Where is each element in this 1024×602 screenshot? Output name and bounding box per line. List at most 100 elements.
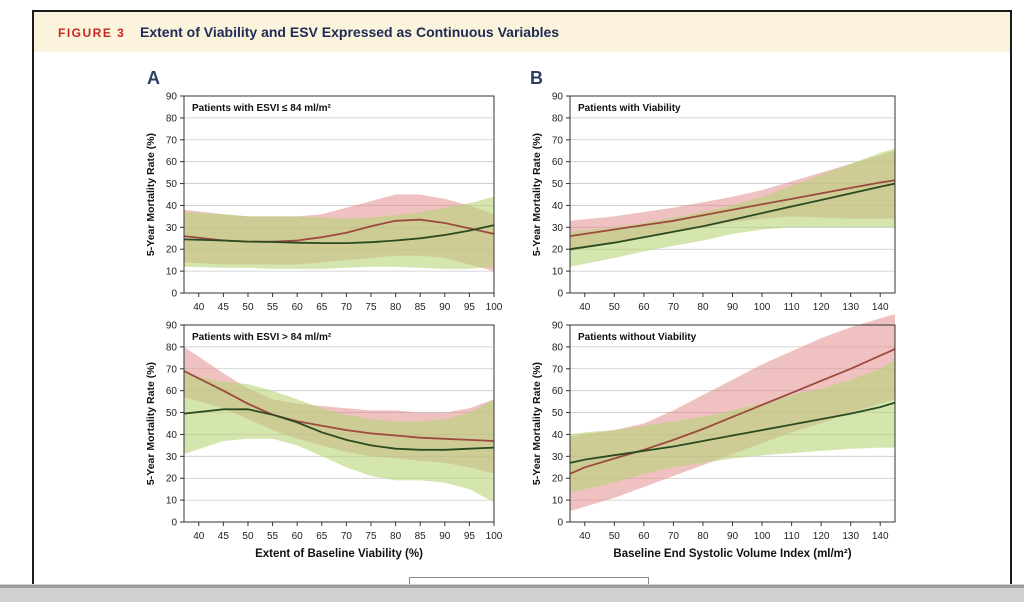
y-tick-label: 60 (552, 157, 564, 168)
chart-b-top: 0 10 20 30 40 50 60 70 80 90 40 50 60 70 80 90 100 110 120… (531, 92, 896, 313)
chart-a-bottom: 0 10 20 30 40 50 60 70 80 90 40 45 50 55 60 65 70 75 80 85 9… (145, 321, 503, 561)
x-tick-label: 70 (341, 531, 353, 542)
x-tick-label: 85 (415, 302, 427, 313)
chart-title: Patients without Viability (578, 332, 697, 343)
x-tick-label: 55 (267, 302, 279, 313)
y-tick-label: 50 (552, 408, 564, 419)
plot-area (183, 324, 495, 523)
y-tick-label: 30 (166, 223, 178, 234)
x-tick-label: 120 (813, 531, 830, 542)
y-tick-label: 10 (552, 267, 564, 278)
x-tick-label: 55 (267, 531, 279, 542)
x-tick-label: 40 (193, 531, 205, 542)
y-tick-label: 60 (166, 386, 178, 397)
y-tick-label: 0 (557, 518, 563, 529)
x-tick-label: 90 (727, 531, 739, 542)
chart-title: Patients with ESVI > 84 ml/m² (192, 332, 332, 343)
x-tick-label: 75 (365, 531, 377, 542)
y-tick-label: 30 (166, 452, 178, 463)
x-tick-label: 60 (292, 531, 304, 542)
figure-title: Extent of Viability and ESV Expressed as… (140, 24, 560, 40)
y-tick-label: 50 (552, 179, 564, 190)
figure-header: FIGURE 3 Extent of Viability and ESV Exp… (34, 12, 1010, 52)
panel-letter-b: B (530, 68, 543, 88)
y-tick-label: 30 (552, 452, 564, 463)
x-tick-label: 60 (638, 531, 650, 542)
x-tick-label: 140 (872, 302, 889, 313)
x-tick-label: 90 (439, 531, 451, 542)
y-tick-label: 80 (552, 342, 564, 353)
x-tick-label: 80 (390, 302, 402, 313)
x-tick-label: 70 (668, 531, 680, 542)
x-tick-label: 95 (464, 302, 476, 313)
y-tick-label: 90 (552, 92, 564, 103)
x-axis-label: Baseline End Systolic Volume Index (ml/m… (613, 548, 851, 560)
y-tick-label: 20 (552, 474, 564, 485)
confidence-band-green (184, 196, 494, 269)
x-tick-label: 65 (316, 302, 328, 313)
x-tick-label: 60 (292, 302, 304, 313)
y-tick-label: 80 (552, 113, 564, 124)
y-tick-label: 90 (166, 92, 178, 103)
x-tick-label: 140 (872, 531, 889, 542)
x-tick-label: 80 (697, 302, 709, 313)
x-tick-label: 110 (784, 531, 800, 542)
x-tick-label: 80 (390, 531, 402, 542)
x-tick-label: 80 (697, 531, 709, 542)
y-tick-label: 40 (166, 201, 178, 212)
y-axis-label: 5-Year Mortality Rate (%) (145, 362, 157, 485)
y-tick-label: 10 (166, 267, 178, 278)
series-line-red (569, 179, 896, 237)
x-tick-label: 130 (842, 302, 859, 313)
y-tick-label: 20 (166, 474, 178, 485)
y-tick-label: 0 (171, 518, 177, 529)
series-line-green (569, 401, 896, 464)
x-tick-label: 85 (415, 531, 427, 542)
x-tick-label: 75 (365, 302, 377, 313)
y-tick-label: 40 (552, 430, 564, 441)
series-line-green (569, 182, 896, 251)
y-tick-label: 10 (552, 496, 564, 507)
x-tick-label: 40 (193, 302, 205, 313)
chart-title: Patients with Viability (578, 103, 681, 114)
y-tick-label: 20 (166, 245, 178, 256)
x-tick-label: 50 (242, 302, 254, 313)
chart-b-bottom: 0 10 20 30 40 50 60 70 80 90 40 50 60 70 80 90 100 110 120… (531, 314, 896, 560)
x-tick-label: 100 (754, 531, 771, 542)
x-tick-label: 65 (316, 531, 328, 542)
x-tick-label: 50 (242, 531, 254, 542)
x-tick-label: 100 (486, 302, 503, 313)
x-tick-label: 90 (727, 302, 739, 313)
y-tick-label: 70 (166, 364, 178, 375)
series-line-green (183, 224, 495, 245)
x-tick-label: 45 (218, 302, 230, 313)
legend-box-partial (409, 577, 649, 585)
y-axis-label: 5-Year Mortality Rate (%) (531, 362, 543, 485)
y-tick-label: 0 (171, 289, 177, 300)
y-tick-label: 70 (552, 364, 564, 375)
x-tick-label: 110 (784, 302, 800, 313)
x-axis-label: Extent of Baseline Viability (%) (255, 548, 423, 560)
chart-a-top: 0 10 20 30 40 50 60 70 80 90 40 45 50 55 60 65 70 75 80 85 9… (145, 92, 503, 314)
confidence-band-green (570, 360, 895, 492)
x-tick-label: 95 (464, 531, 476, 542)
y-tick-label: 80 (166, 113, 178, 124)
x-tick-label: 40 (579, 302, 591, 313)
x-tick-label: 130 (842, 531, 859, 542)
x-tick-label: 40 (579, 531, 591, 542)
chart-title: Patients with ESVI ≤ 84 ml/m² (192, 103, 332, 114)
x-tick-label: 70 (341, 302, 353, 313)
x-tick-label: 120 (813, 302, 830, 313)
y-tick-label: 50 (166, 408, 178, 419)
y-tick-label: 60 (552, 386, 564, 397)
x-tick-label: 100 (754, 302, 771, 313)
y-tick-label: 30 (552, 223, 564, 234)
y-tick-label: 60 (166, 157, 178, 168)
y-tick-label: 40 (166, 430, 178, 441)
x-tick-label: 90 (439, 302, 451, 313)
y-tick-label: 10 (166, 496, 178, 507)
plot-area (183, 95, 495, 294)
figure-label: FIGURE 3 (58, 26, 126, 40)
y-tick-label: 0 (557, 289, 563, 300)
series-line-green (183, 408, 495, 451)
